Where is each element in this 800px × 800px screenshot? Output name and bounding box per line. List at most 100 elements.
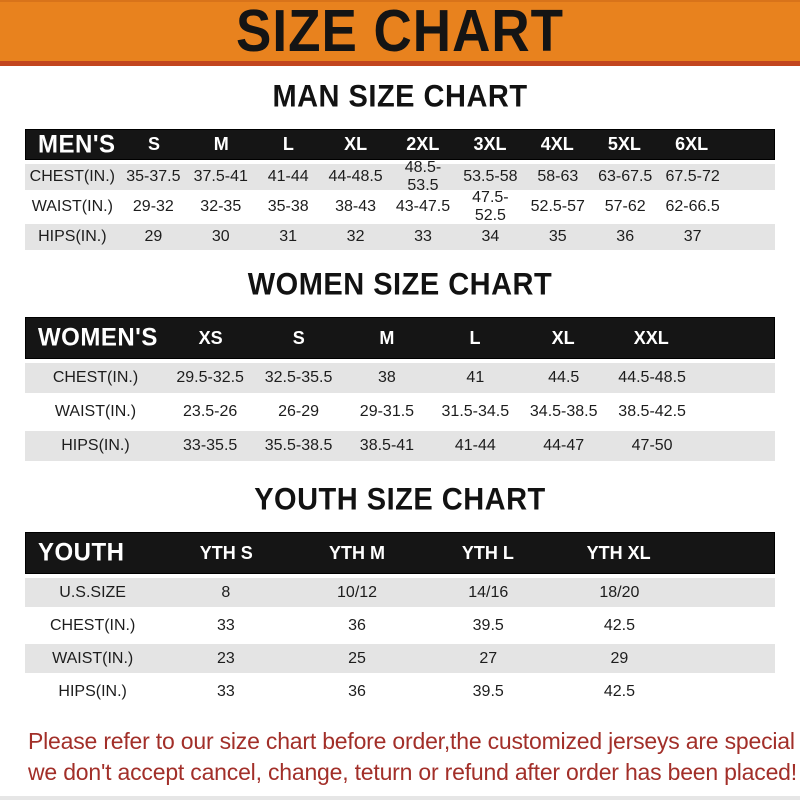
women-size-section: WOMEN SIZE CHART WOMEN'S XS S M L XL XXL CHEST(… xyxy=(0,267,800,461)
size-column-header: S xyxy=(292,327,305,348)
table-cell: 32 xyxy=(346,228,365,245)
table-cell: 53.5-58 xyxy=(463,168,518,185)
size-column-header: 6XL xyxy=(675,134,709,154)
table-cell: 67.5-72 xyxy=(665,168,720,185)
section-heading-man: MAN SIZE CHART xyxy=(272,79,528,115)
size-column-header: XL xyxy=(344,134,368,154)
table-cell: 23 xyxy=(216,649,235,667)
table-cell: 29-31.5 xyxy=(359,403,415,420)
table-cell: 36 xyxy=(348,682,366,700)
size-column-header: L xyxy=(282,134,294,154)
table-header-row: MEN'S S M L XL 2XL 3XL 4XL 5XL 6XL xyxy=(25,129,775,160)
table-cell: 34.5-38.5 xyxy=(529,403,598,420)
size-column-header: 4XL xyxy=(540,134,574,154)
size-column-header: XXL xyxy=(633,327,669,348)
order-notice-line2: we don't accept cancel, change, teturn o… xyxy=(28,759,797,785)
women-size-table: WOMEN'S XS S M L XL XXL CHEST(IN.) 29.5-32.5 32.5… xyxy=(25,317,775,461)
table-cell: 35-37.5 xyxy=(126,168,181,185)
page-title: SIZE CHART xyxy=(236,0,564,65)
table-cell: 48.5-53.5 xyxy=(404,159,442,194)
table-cell: 39.5 xyxy=(472,682,504,700)
table-cell: 33 xyxy=(414,228,432,245)
row-label: CHEST(IN.) xyxy=(49,616,136,634)
table-cell: 29 xyxy=(610,649,629,667)
table-cell: 34 xyxy=(481,228,500,245)
table-cell: 62-66.5 xyxy=(665,198,720,215)
table-header-row: WOMEN'S XS S M L XL XXL xyxy=(25,317,775,359)
table-cell: 35 xyxy=(548,228,567,245)
row-label: WAIST(IN.) xyxy=(54,403,137,420)
table-cell: 33 xyxy=(216,682,235,700)
table-cell: 38-43 xyxy=(335,198,377,215)
size-column-header: YTH XL xyxy=(586,542,651,563)
order-notice-line1: Please refer to our size chart before or… xyxy=(28,728,800,754)
size-column-header: L xyxy=(469,327,481,348)
table-cell: 18/20 xyxy=(599,583,640,601)
size-column-header: XL xyxy=(551,327,575,348)
row-label: HIPS(IN.) xyxy=(61,437,130,454)
table-cell: 38.5-41 xyxy=(359,437,415,454)
table-cell: 32-35 xyxy=(200,198,242,215)
table-cell: 42.5 xyxy=(603,616,635,634)
table-cell: 38.5-42.5 xyxy=(618,403,686,420)
table-cell: 44-47 xyxy=(543,437,585,454)
table-cell: 32.5-35.5 xyxy=(264,369,333,386)
table-cell: 35.5-38.5 xyxy=(264,437,333,454)
row-label: HIPS(IN.) xyxy=(58,682,127,700)
table-cell: 29-32 xyxy=(132,198,174,215)
table-cell: 39.5 xyxy=(472,616,504,634)
table-cell: 44.5-48.5 xyxy=(618,369,686,386)
size-column-header: YTH M xyxy=(329,542,386,563)
table-row: CHEST(IN.) 33 36 39.5 42.5 xyxy=(25,611,775,640)
table-cell: 10/12 xyxy=(337,583,378,601)
row-label: WAIST(IN.) xyxy=(31,198,113,215)
banner: SIZE CHART xyxy=(0,0,800,66)
size-column-header: XS xyxy=(198,327,223,348)
table-row: CHEST(IN.) 29.5-32.5 32.5-35.5 38 41 44.5 44.5… xyxy=(25,363,775,393)
table-header-label: YOUTH xyxy=(38,538,125,567)
section-heading-women: WOMEN SIZE CHART xyxy=(247,267,553,303)
table-cell: 14/16 xyxy=(468,583,509,601)
table-row: WAIST(IN.) 23.5-26 26-29 29-31.5 31.5-34.5 34… xyxy=(25,397,775,427)
table-cell: 26-29 xyxy=(278,403,319,420)
row-label: CHEST(IN.) xyxy=(29,168,115,185)
table-cell: 43-47.5 xyxy=(395,198,451,215)
section-heading-youth: YOUTH SIZE CHART xyxy=(254,482,546,518)
table-cell: 41-44 xyxy=(454,437,496,454)
row-label: U.S.SIZE xyxy=(59,583,126,601)
table-row: WAIST(IN.) 29-32 32-35 35-38 38-43 43-47.5 47.… xyxy=(25,189,775,224)
table-cell: 35-38 xyxy=(267,198,309,215)
size-column-header: M xyxy=(379,327,395,348)
table-row: HIPS(IN.) 33 36 39.5 42.5 xyxy=(25,677,775,706)
bottom-edge-strip xyxy=(0,796,800,800)
man-size-table: MEN'S S M L XL 2XL 3XL 4XL 5XL 6XL CHEST(IN.) 35-37… xyxy=(25,129,775,250)
table-cell: 58-63 xyxy=(537,168,579,185)
table-cell: 47-50 xyxy=(631,437,673,454)
table-cell: 42.5 xyxy=(603,682,635,700)
table-row: U.S.SIZE 8 10/12 14/16 18/20 xyxy=(25,578,775,607)
table-row: CHEST(IN.) 35-37.5 37.5-41 41-44 44-48.5 48.5… xyxy=(25,159,775,194)
table-cell: 38 xyxy=(378,369,396,386)
size-column-header: M xyxy=(213,134,229,154)
row-label: CHEST(IN.) xyxy=(52,369,139,386)
table-cell: 41 xyxy=(466,369,485,386)
table-header-row: YOUTH YTH S YTH M YTH L YTH XL xyxy=(25,532,775,574)
row-label: HIPS(IN.) xyxy=(38,228,107,245)
table-header-label: MEN'S xyxy=(38,129,116,159)
table-cell: 33 xyxy=(216,616,235,634)
table-cell: 41-44 xyxy=(267,168,309,185)
size-column-header: YTH S xyxy=(199,542,253,563)
size-column-header: 5XL xyxy=(607,134,641,154)
table-cell: 36 xyxy=(616,228,635,245)
table-cell: 37 xyxy=(683,228,702,245)
table-cell: 31.5-34.5 xyxy=(441,403,510,420)
size-column-header: YTH L xyxy=(461,542,514,563)
size-column-header: S xyxy=(147,134,160,154)
size-column-header: 3XL xyxy=(473,134,507,154)
row-label: WAIST(IN.) xyxy=(52,649,134,667)
table-row: WAIST(IN.) 23 25 27 29 xyxy=(25,644,775,673)
table-cell: 63-67.5 xyxy=(598,168,653,185)
table-cell: 29.5-32.5 xyxy=(176,369,244,386)
table-cell: 47.5-52.5 xyxy=(472,189,509,224)
